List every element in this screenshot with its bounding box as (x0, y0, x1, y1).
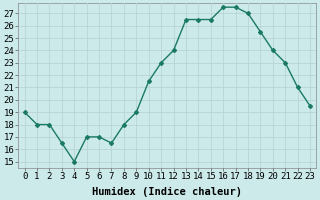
X-axis label: Humidex (Indice chaleur): Humidex (Indice chaleur) (92, 186, 242, 197)
